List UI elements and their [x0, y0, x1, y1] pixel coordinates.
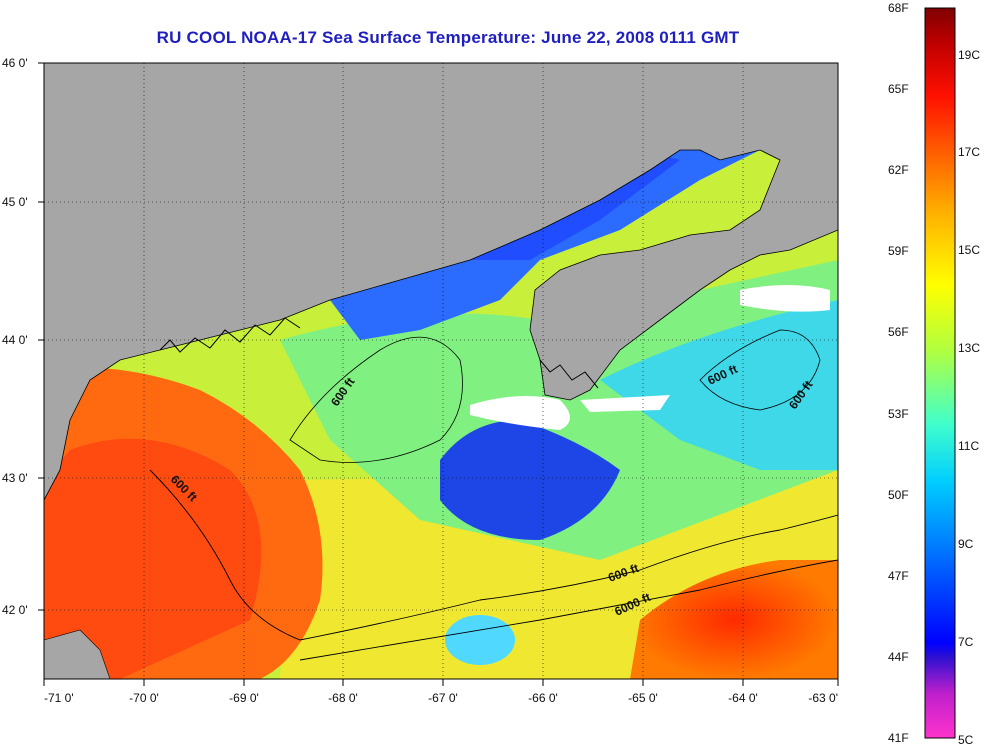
contour-6000ft	[299, 559, 838, 661]
colorbar-label-f: 62F	[888, 163, 909, 178]
colorbar-label-f: 68F	[888, 1, 909, 15]
lat-tick-label: 42 0'	[2, 603, 28, 617]
colorbar-label-c: 17C	[958, 145, 981, 159]
colorbar-label-c: 7C	[958, 635, 974, 649]
colorbar	[924, 7, 956, 739]
lon-tick-label: -71 0'	[44, 691, 74, 705]
lat-tick-label: 44 0'	[2, 333, 28, 347]
colorbar-label-f: 56F	[888, 325, 909, 340]
cloud-patch	[470, 396, 570, 430]
colorbar-label-f: 41F	[888, 731, 909, 745]
lon-tick-label: -64 0'	[728, 691, 758, 705]
lon-tick-label: -65 0'	[628, 691, 658, 705]
warm-gulf-stream-water	[630, 560, 838, 679]
coastline-detail	[159, 317, 301, 353]
map-field	[44, 63, 838, 679]
colorbar-label-f: 50F	[888, 487, 909, 502]
colorbar-label-f: 53F	[888, 406, 909, 421]
lon-tick-label: -68 0'	[328, 691, 358, 705]
contour-600ft	[149, 469, 838, 641]
map-frame	[43, 62, 839, 680]
coastline-detail	[539, 359, 599, 389]
colorbar-label-c: 15C	[958, 243, 981, 257]
lat-tick-label: 43 0'	[2, 471, 28, 485]
contour-600ft	[289, 336, 463, 463]
cold-upwelling-patch	[440, 420, 620, 540]
lon-tick-label: -67 0'	[428, 691, 458, 705]
scotian-shelf-water	[600, 300, 838, 470]
lon-tick-label: -69 0'	[229, 691, 259, 705]
map-title: RU COOL NOAA-17 Sea Surface Temperature:…	[156, 28, 740, 47]
colorbar-label-c: 19C	[958, 48, 981, 62]
lat-tick-label: 45 0'	[2, 195, 28, 209]
land-mass	[44, 63, 838, 501]
cape-cod-land	[44, 629, 111, 679]
lat-tick-label: 46 0'	[2, 56, 28, 70]
lon-tick-label: -70 0'	[129, 691, 159, 705]
colorbar-label-f: 65F	[888, 82, 909, 97]
colorbar-label-c: 5C	[958, 733, 974, 747]
colorbar-label-c: 9C	[958, 537, 974, 551]
cool-south-patch	[445, 615, 515, 665]
lon-tick-label: -66 0'	[528, 691, 558, 705]
colorbar-label-c: 13C	[958, 341, 981, 355]
cloud-patch	[740, 285, 830, 312]
colorbar-label-c: 11C	[958, 439, 980, 453]
colorbar-label-f: 59F	[888, 244, 909, 259]
contour-600ft	[699, 329, 821, 411]
warm-core	[44, 438, 262, 679]
graticule	[44, 63, 838, 679]
colorbar-label-f: 44F	[888, 649, 909, 664]
cloud-patch	[580, 395, 670, 412]
lon-tick-label: -63 0'	[808, 691, 838, 705]
colorbar-label-f: 47F	[888, 568, 909, 583]
map-axes: -71 0' -70 0' -69 0' -68 0' -67 0' -66 0' -65 …	[2, 56, 839, 705]
